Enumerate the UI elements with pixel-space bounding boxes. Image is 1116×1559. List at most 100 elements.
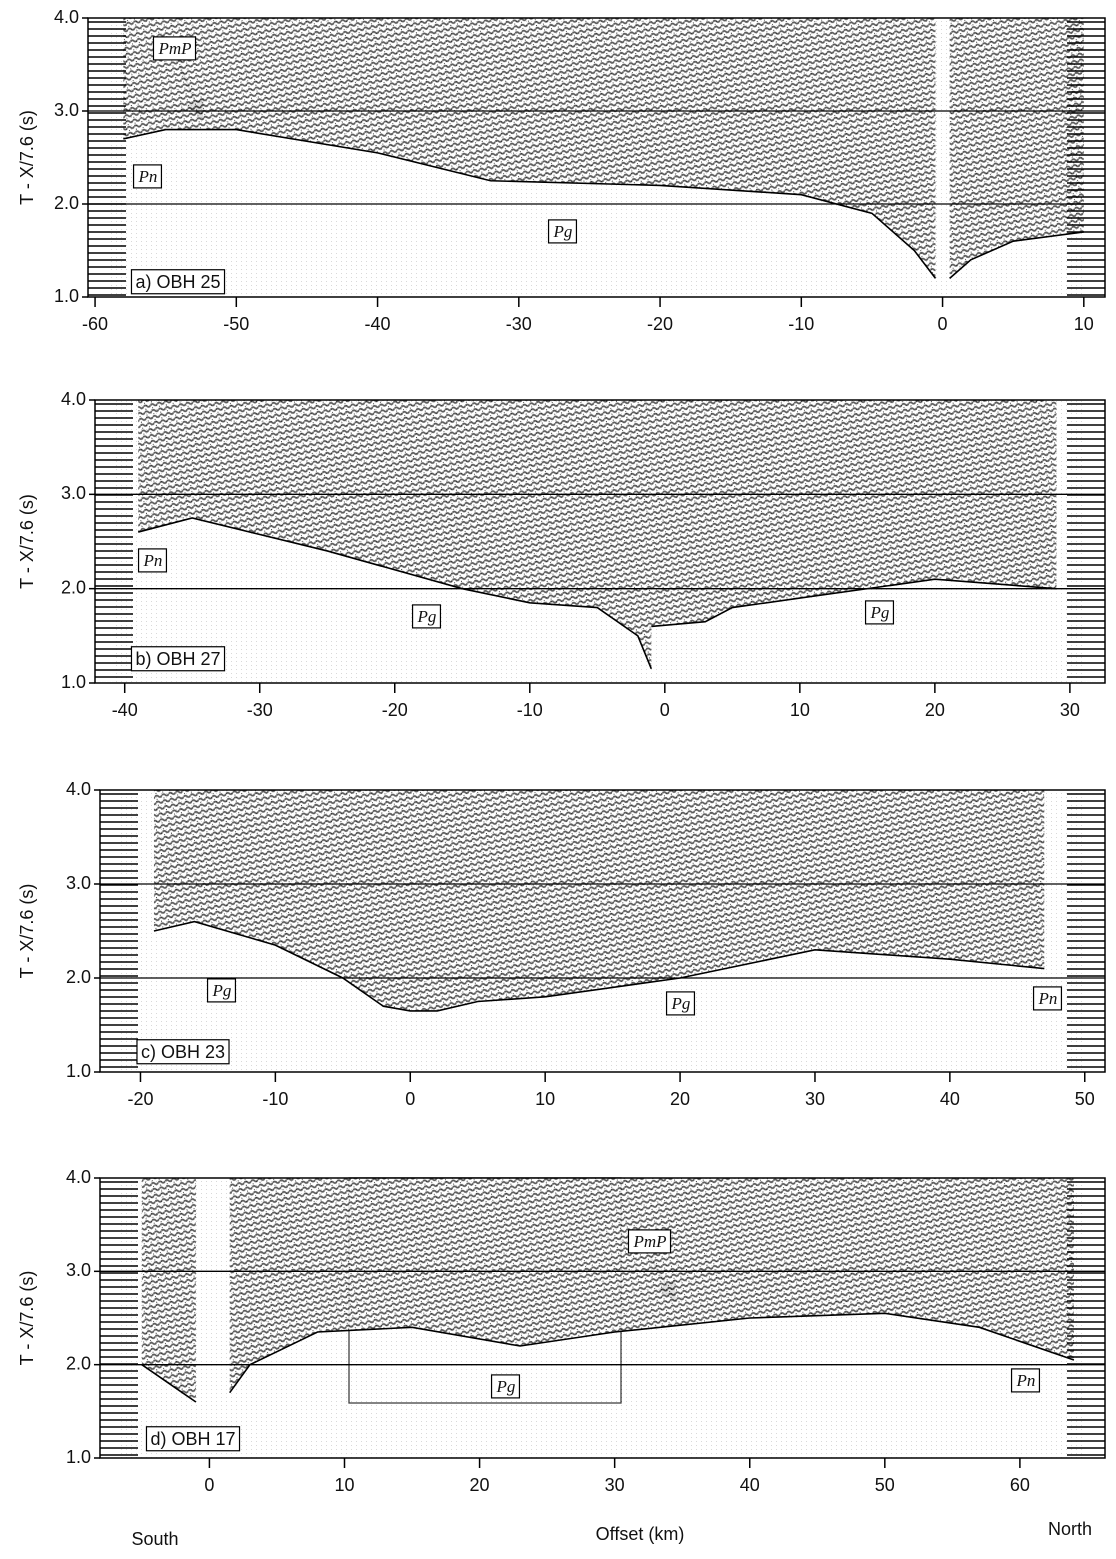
annotation: Pn bbox=[1038, 989, 1058, 1008]
annotation: c) OBH 23 bbox=[141, 1042, 225, 1062]
footer-right: North bbox=[1048, 1519, 1092, 1539]
x-tick-label: 20 bbox=[670, 1089, 690, 1109]
y-tick-label: 2.0 bbox=[61, 577, 86, 597]
x-tick-label: 30 bbox=[1060, 700, 1080, 720]
plot-frame bbox=[99, 1177, 1106, 1459]
x-tick-label: -10 bbox=[788, 314, 814, 334]
y-tick-label: 1.0 bbox=[66, 1061, 91, 1081]
x-tick-label: 10 bbox=[1074, 314, 1094, 334]
x-tick-label: 20 bbox=[470, 1475, 490, 1495]
x-tick-label: -60 bbox=[82, 314, 108, 334]
y-tick-label: 3.0 bbox=[66, 1260, 91, 1280]
x-tick-label: -30 bbox=[247, 700, 273, 720]
first-arrival-curve bbox=[949, 231, 1084, 280]
x-tick-label: 10 bbox=[334, 1475, 354, 1495]
annotation-box bbox=[1032, 986, 1063, 1011]
panel: 1.0 2.0 3.0 4.0 -40 -30 -20 -10 0 10 20 30 T - X/7.6… bbox=[17, 389, 1106, 720]
x-tick-label: 10 bbox=[535, 1089, 555, 1109]
first-arrival-curve bbox=[651, 578, 1057, 628]
annotation: Pn bbox=[138, 167, 158, 186]
x-tick-label: 50 bbox=[875, 1475, 895, 1495]
plot-frame bbox=[87, 17, 1106, 298]
x-tick-label: -10 bbox=[517, 700, 543, 720]
y-axis-label: T - X/7.6 (s) bbox=[17, 884, 37, 979]
plot-frame bbox=[94, 399, 1106, 684]
x-tick-label: 20 bbox=[925, 700, 945, 720]
y-tick-label: 3.0 bbox=[66, 873, 91, 893]
panel: 1.0 2.0 3.0 4.0 -60 -50 -40 -30 -20 -10 0 10 T - X/7… bbox=[17, 7, 1106, 334]
annotation: Pg bbox=[496, 1377, 516, 1396]
x-tick-label: 30 bbox=[605, 1475, 625, 1495]
first-arrival-curve bbox=[141, 1364, 197, 1403]
noise bbox=[120, 1178, 1085, 1458]
first-arrival-curve bbox=[229, 1312, 1075, 1394]
annotation-box bbox=[490, 1374, 521, 1399]
annotation-box bbox=[132, 164, 163, 189]
y-tick-label: 1.0 bbox=[61, 672, 86, 692]
x-tick-label: -40 bbox=[365, 314, 391, 334]
annotation-box bbox=[665, 991, 696, 1016]
x-tick-label: 30 bbox=[805, 1089, 825, 1109]
x-tick-label: 60 bbox=[1010, 1475, 1030, 1495]
y-axis-label: T - X/7.6 (s) bbox=[17, 494, 37, 589]
x-tick-label: 40 bbox=[740, 1475, 760, 1495]
annotation-box bbox=[152, 36, 197, 61]
annotation: Pg bbox=[553, 222, 573, 241]
annotation-box bbox=[136, 1039, 230, 1065]
annotation-box bbox=[864, 600, 895, 625]
annotation-box bbox=[1010, 1368, 1041, 1393]
noise bbox=[108, 18, 1085, 297]
annotation-box bbox=[547, 219, 578, 244]
annotation: Pn bbox=[1016, 1371, 1036, 1390]
x-axis-label: Offset (km) bbox=[596, 1524, 685, 1544]
y-tick-label: 4.0 bbox=[66, 1167, 91, 1187]
y-tick-label: 2.0 bbox=[66, 1353, 91, 1373]
x-tick-label: -50 bbox=[223, 314, 249, 334]
annotation-box bbox=[137, 548, 168, 573]
y-axis-label: T - X/7.6 (s) bbox=[17, 110, 37, 205]
annotation-box bbox=[411, 604, 442, 629]
plot-frame bbox=[99, 789, 1106, 1073]
x-tick-label: 40 bbox=[940, 1089, 960, 1109]
footer-left: South bbox=[131, 1529, 178, 1549]
y-tick-label: 1.0 bbox=[66, 1447, 91, 1467]
x-tick-label: 0 bbox=[660, 700, 670, 720]
y-tick-label: 3.0 bbox=[54, 100, 79, 120]
x-tick-label: -40 bbox=[112, 700, 138, 720]
annotation-box bbox=[627, 1229, 672, 1254]
x-tick-label: -10 bbox=[262, 1089, 288, 1109]
annotation: Pg bbox=[417, 607, 437, 626]
x-tick-label: 0 bbox=[405, 1089, 415, 1109]
y-tick-label: 1.0 bbox=[54, 286, 79, 306]
x-tick-label: 50 bbox=[1075, 1089, 1095, 1109]
y-tick-label: 4.0 bbox=[61, 389, 86, 409]
noise bbox=[120, 790, 1085, 1072]
x-tick-label: 0 bbox=[938, 314, 948, 334]
first-arrival-curve bbox=[153, 920, 1045, 1012]
annotation: Pn bbox=[143, 551, 163, 570]
y-tick-label: 2.0 bbox=[54, 193, 79, 213]
x-tick-label: 0 bbox=[204, 1475, 214, 1495]
annotation: Pg bbox=[212, 981, 232, 1000]
y-tick-label: 2.0 bbox=[66, 967, 91, 987]
annotation: PmP bbox=[632, 1232, 666, 1251]
annotation-box bbox=[145, 1426, 241, 1452]
y-axis-label: T - X/7.6 (s) bbox=[17, 1271, 37, 1366]
first-arrival-curve bbox=[123, 128, 937, 279]
panel: 1.0 2.0 3.0 4.0 0 10 20 30 40 50 60 T - X/7.6 (s) Pm… bbox=[17, 1167, 1106, 1495]
y-tick-label: 4.0 bbox=[54, 7, 79, 27]
annotation: Pg bbox=[671, 994, 691, 1013]
annotation-box bbox=[206, 978, 237, 1003]
annotation: PmP bbox=[157, 39, 191, 58]
x-tick-label: -20 bbox=[382, 700, 408, 720]
annotation-box bbox=[130, 269, 226, 295]
annotation: d) OBH 17 bbox=[150, 1429, 235, 1449]
noise bbox=[115, 400, 1085, 683]
y-tick-label: 4.0 bbox=[66, 779, 91, 799]
annotation: Pg bbox=[870, 603, 890, 622]
x-tick-label: -20 bbox=[647, 314, 673, 334]
x-tick-label: 10 bbox=[790, 700, 810, 720]
annotation-box bbox=[130, 646, 226, 672]
panel: 1.0 2.0 3.0 4.0 -20 -10 0 10 20 30 40 50 T - X/7.6 (… bbox=[17, 779, 1106, 1109]
